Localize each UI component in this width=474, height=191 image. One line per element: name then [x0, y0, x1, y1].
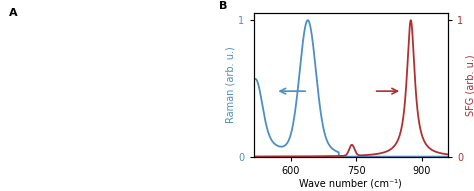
Text: A: A: [9, 8, 18, 18]
Text: B: B: [219, 1, 227, 11]
X-axis label: Wave number (cm⁻¹): Wave number (cm⁻¹): [300, 178, 402, 189]
Y-axis label: SFG (arb. u.): SFG (arb. u.): [466, 54, 474, 116]
Y-axis label: Raman (arb. u.): Raman (arb. u.): [226, 47, 236, 123]
